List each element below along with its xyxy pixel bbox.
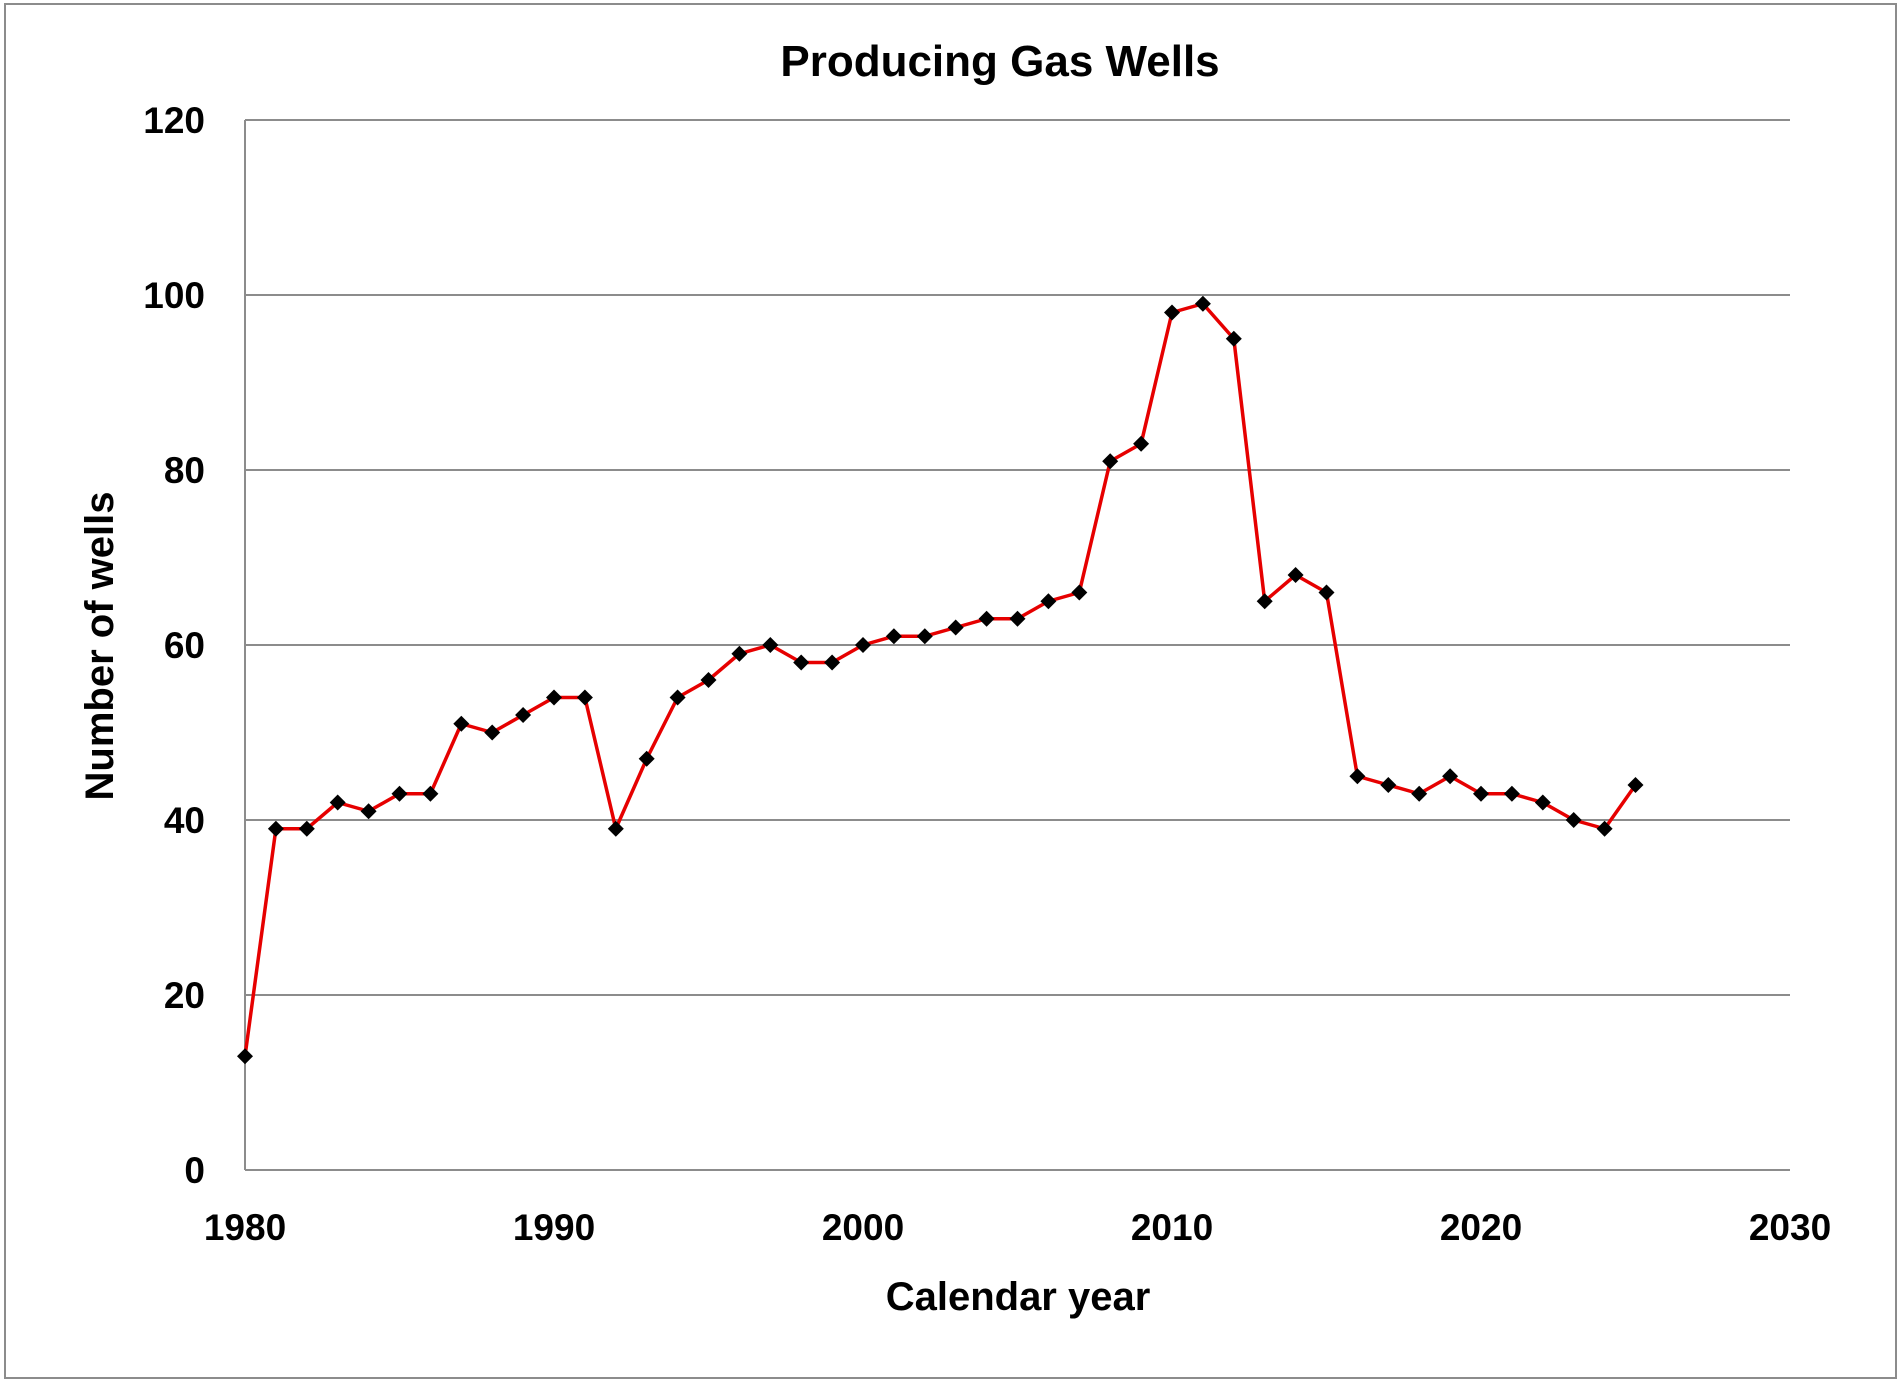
data-point (638, 750, 655, 767)
data-point (298, 820, 315, 837)
data-point (360, 803, 377, 820)
data-point (793, 654, 810, 671)
data-point (1102, 453, 1119, 470)
data-point (669, 689, 686, 706)
data-point (947, 619, 964, 636)
axes (244, 120, 1790, 1171)
data-point (1194, 295, 1211, 312)
data-point (1164, 304, 1180, 321)
data-point (1040, 593, 1057, 610)
data-point (731, 645, 748, 662)
data-point (855, 637, 871, 653)
x-tick-label: 1980 (204, 1207, 286, 1248)
data-point (546, 689, 562, 706)
data-point (1225, 330, 1242, 347)
data-point (1534, 794, 1551, 811)
data-point (267, 820, 284, 837)
x-tick-label: 2000 (822, 1207, 904, 1248)
y-tick-label: 60 (164, 625, 205, 666)
chart-frame (4, 3, 1897, 1379)
x-tick-label: 1990 (513, 1207, 595, 1248)
x-axis-ticks: 1980 1990 2000 2010 2020 2030 (204, 1207, 1831, 1248)
series-line (243, 302, 1637, 1057)
data-point (1256, 593, 1273, 610)
data-point (576, 689, 593, 706)
data-point (453, 715, 470, 732)
y-axis-ticks: 0 20 40 60 80 100 120 (143, 100, 205, 1191)
data-point (762, 637, 779, 653)
data-point (978, 610, 995, 627)
data-point (1071, 584, 1088, 601)
y-tick-label: 100 (143, 275, 205, 316)
data-point (515, 707, 532, 723)
data-point (1287, 567, 1304, 583)
x-tick-label: 2020 (1440, 1207, 1522, 1248)
data-point (1442, 768, 1459, 785)
y-tick-label: 40 (164, 800, 205, 841)
data-point (1503, 785, 1520, 802)
data-point (237, 1048, 253, 1065)
markers (237, 295, 1644, 1065)
data-point (422, 785, 439, 802)
y-tick-label: 0 (184, 1150, 205, 1191)
y-tick-label: 80 (164, 450, 205, 491)
data-point (607, 820, 624, 837)
series-layer (243, 302, 1637, 1057)
data-point (1411, 785, 1428, 802)
data-point (1596, 820, 1613, 837)
data-point (916, 628, 933, 645)
y-tick-label: 120 (143, 100, 205, 141)
data-point (885, 628, 902, 645)
data-point (1009, 610, 1026, 627)
data-point (1318, 584, 1335, 601)
data-point (1565, 812, 1582, 828)
data-point (484, 724, 501, 741)
data-point (1133, 435, 1150, 452)
chart-title: Producing Gas Wells (780, 37, 1219, 86)
data-point (700, 672, 717, 688)
y-tick-label: 20 (164, 975, 205, 1016)
data-point (1473, 785, 1489, 802)
data-point (824, 654, 841, 671)
data-point (1380, 777, 1397, 793)
data-point (1349, 768, 1366, 785)
data-point (1627, 777, 1644, 793)
gridlines (245, 119, 1790, 996)
data-point (391, 785, 408, 802)
y-axis-title: Number of wells (78, 492, 122, 801)
x-tick-label: 2010 (1131, 1207, 1213, 1248)
data-point (329, 794, 346, 811)
x-axis-title: Calendar year (886, 1275, 1151, 1319)
x-tick-label: 2030 (1749, 1207, 1831, 1248)
